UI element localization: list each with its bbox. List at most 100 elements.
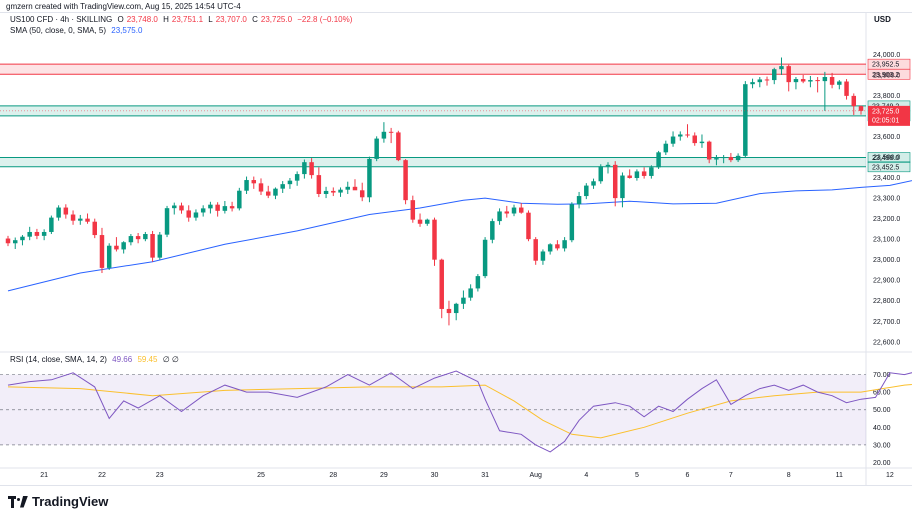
- price-tick-label: 23,200.0: [873, 216, 900, 223]
- candle-body: [800, 79, 806, 82]
- candle-body: [359, 190, 365, 198]
- time-tick-label: 23: [156, 472, 164, 479]
- candle-body: [844, 81, 849, 96]
- price-tick-label: 23,100.0: [873, 237, 900, 244]
- rsi-ma-value: 59.45: [137, 355, 158, 364]
- rsi-tick-label: 60.00: [873, 390, 891, 397]
- candle-body: [685, 134, 690, 136]
- high-label: H: [163, 15, 169, 24]
- price-tick-label: 22,900.0: [873, 278, 900, 285]
- zone-price-badge: [867, 68, 911, 80]
- candle-body: [193, 212, 199, 218]
- candle-body: [237, 190, 242, 209]
- candle-body: [728, 157, 734, 161]
- candle-body: [280, 184, 285, 189]
- price-tick-label: 23,300.0: [873, 196, 900, 203]
- candle-body: [85, 218, 90, 222]
- time-tick-label: 22: [98, 472, 106, 479]
- candle-body: [410, 200, 416, 220]
- candle-body: [627, 175, 632, 178]
- candle-body: [172, 205, 177, 209]
- chart-credit: gmzern created with TradingView.com, Aug…: [6, 2, 241, 11]
- rsi-extra: ∅ ∅: [162, 355, 179, 364]
- time-tick-label: 25: [257, 472, 265, 479]
- candle-body: [772, 69, 777, 81]
- candle-body: [121, 242, 126, 250]
- time-tick-label: 7: [729, 472, 733, 479]
- zone-price-label: 23,498.0: [872, 155, 899, 162]
- candle-body: [316, 175, 322, 194]
- candle-body: [403, 160, 408, 201]
- time-tick-label: Aug: [529, 472, 542, 479]
- candle-body: [244, 180, 249, 191]
- rsi-label[interactable]: RSI (14, close, SMA, 14, 2): [10, 355, 107, 364]
- candle-body: [605, 164, 611, 167]
- candle-body: [157, 234, 163, 258]
- low-label: L: [208, 15, 213, 24]
- rsi-tick-label: 50.00: [873, 407, 891, 414]
- price-tick-label: 23,400.0: [873, 175, 900, 182]
- time-tick-label: 30: [431, 472, 439, 479]
- candle-body: [584, 185, 589, 197]
- sma-legend: SMA (50, close, 0, SMA, 5) 23,575.0: [10, 26, 145, 35]
- candle-body: [20, 236, 25, 241]
- change-value: −22.8 (−0.10%): [297, 15, 353, 24]
- time-tick-label: 11: [836, 472, 843, 479]
- candle-body: [99, 235, 105, 268]
- price-tick-label: 22,700.0: [873, 319, 900, 326]
- symbol-label[interactable]: US100 CFD · 4h · SKILLING: [10, 15, 113, 24]
- candle-body: [331, 190, 336, 193]
- time-tick-label: 31: [481, 472, 489, 479]
- low-value: 23,707.0: [215, 15, 247, 24]
- candle-body: [750, 82, 755, 85]
- candle-body: [786, 66, 791, 83]
- candle-body: [497, 211, 502, 222]
- candle-body: [815, 80, 820, 82]
- candle-body: [569, 204, 575, 241]
- candle-body: [490, 221, 495, 240]
- candle-body: [78, 218, 83, 221]
- candle-body: [576, 196, 582, 205]
- candle-body: [678, 134, 683, 137]
- candle-body: [294, 174, 300, 181]
- price-tick-label: 23,000.0: [873, 257, 900, 264]
- zone-price-label: 23,903.2: [872, 72, 899, 79]
- candle-body: [417, 219, 423, 224]
- tradingview-brand: TradingView: [32, 494, 109, 509]
- sma-line: [7, 180, 912, 292]
- candle-body: [215, 204, 220, 211]
- candle-body: [287, 180, 293, 185]
- candle-body: [692, 135, 697, 144]
- candle-body: [367, 158, 372, 198]
- price-tick-label: 23,600.0: [873, 134, 900, 141]
- close-label: C: [252, 15, 258, 24]
- support-zone: [0, 157, 866, 167]
- candle-body: [757, 79, 763, 83]
- candle-body: [764, 79, 770, 81]
- candle-body: [540, 251, 546, 261]
- chart-canvas[interactable]: 24,000.023,900.023,800.023,700.023,600.0…: [0, 0, 912, 486]
- time-tick-label: 8: [787, 472, 791, 479]
- price-tick-label: 23,500.0: [873, 155, 900, 162]
- candle-body: [208, 204, 213, 209]
- time-tick-label: 12: [886, 472, 894, 479]
- candle-body: [273, 188, 278, 196]
- countdown-label: 02:05:01: [872, 117, 899, 124]
- candle-body: [114, 245, 119, 250]
- candle-body: [200, 208, 206, 213]
- rsi-tick-label: 30.00: [873, 442, 891, 449]
- candle-body: [612, 164, 618, 199]
- candle-body: [591, 181, 596, 186]
- currency-label[interactable]: USD: [874, 15, 891, 24]
- candle-body: [5, 238, 11, 244]
- candle-body: [135, 236, 141, 240]
- last-price-label: 23,725.0: [872, 108, 899, 115]
- tradingview-logo[interactable]: TradingView: [8, 494, 108, 509]
- rsi-legend: RSI (14, close, SMA, 14, 2) 49.66 59.45 …: [10, 355, 182, 364]
- candle-body: [302, 162, 307, 175]
- candle-body: [482, 239, 488, 277]
- candle-body: [179, 205, 184, 211]
- sma-label[interactable]: SMA (50, close, 0, SMA, 5): [10, 26, 107, 35]
- candle-body: [425, 219, 430, 224]
- candle-body: [735, 155, 741, 161]
